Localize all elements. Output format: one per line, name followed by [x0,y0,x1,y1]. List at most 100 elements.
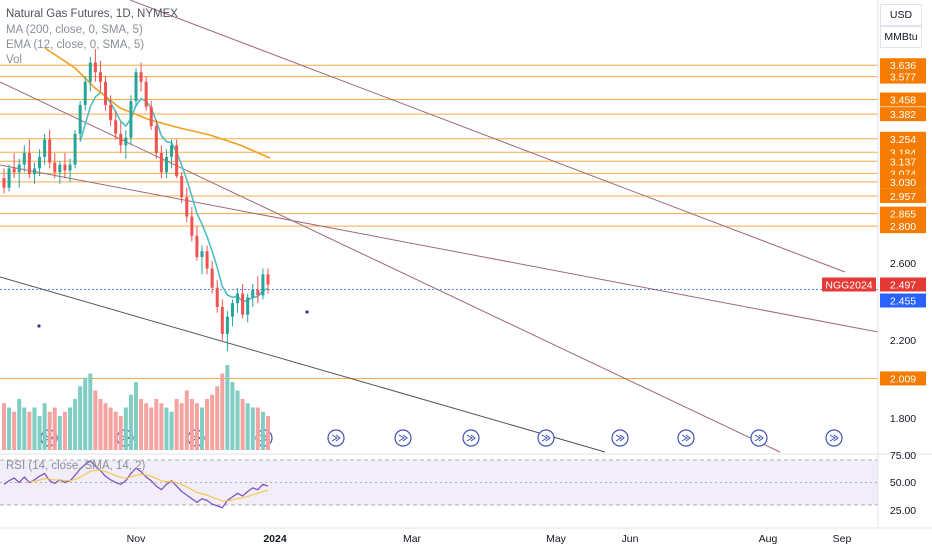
candle-body-26 [134,72,138,102]
level-label-bg-6 [880,154,926,169]
candle-body-14 [73,133,77,165]
level-label-6: 3.137 [890,156,916,168]
level-label-bg-3 [880,107,926,122]
volume-bar-41 [210,394,215,450]
volume-bar-31 [159,403,164,450]
volume-bar-22 [113,411,118,450]
time-tick-label: Nov [127,533,146,545]
candle-body-50 [256,289,260,296]
volume-bar-28 [144,403,149,450]
candle-body-30 [154,126,158,154]
candle-body-35 [180,176,184,198]
current-price-bg [880,277,926,292]
volume-bar-20 [103,403,108,450]
level-label-bg-4 [880,131,926,146]
candle-body-42 [215,287,219,308]
candle-body-41 [210,268,214,288]
candle-body-18 [93,62,97,73]
volume-bar-33 [169,411,174,450]
candle-body-27 [139,72,143,82]
candle-body-38 [195,235,199,257]
event-icon [466,434,476,442]
candle-body-4 [22,153,26,165]
candle-body-22 [114,120,118,134]
level-label-0: 3.636 [890,60,916,72]
candle-body-47 [241,293,245,315]
volume-bar-16 [83,377,88,450]
volume-bar-43 [220,373,225,450]
price-tick-label: 2.600 [890,258,916,270]
level-label-bg-12 [880,371,926,386]
candle-body-31 [159,153,163,173]
rsi-sma-line [29,469,269,502]
volume-bar-39 [200,407,204,450]
level-label-8: 3.030 [890,177,916,189]
volume-bar-8 [42,403,47,450]
rsi-legend: RSI (14, close, SMA, 14, 2) [6,460,146,472]
volume-bar-47 [240,399,245,450]
ema-legend: EMA (12, close, 0, SMA, 5) [6,39,145,51]
vol-legend: Vol [6,54,22,66]
level-label-11: 2.800 [890,221,916,233]
trendline-upper [129,0,846,273]
candle-body-15 [78,104,82,134]
candle-body-20 [104,81,108,105]
event-icon [829,434,839,442]
candle-body-2 [12,168,16,173]
level-label-1: 3.577 [890,72,916,84]
marker-dot [305,310,309,314]
trendline-support [0,276,606,453]
ma-legend: MA (200, close, 0, SMA, 5) [6,24,143,36]
level-label-bg-10 [880,206,926,221]
volume-bar-6 [32,407,37,450]
event-icon [541,434,551,442]
time-tick-label: May [546,533,567,545]
rsi-line [3,460,269,509]
level-label-10: 2.865 [890,209,916,221]
candle-body-39 [200,251,204,257]
marker-dot [37,324,41,328]
candle-body-46 [236,293,240,304]
unit-button[interactable]: MMBtu [880,26,922,48]
volume-bar-36 [184,390,189,450]
candle-body-37 [190,216,194,236]
volume-bar-32 [164,407,169,450]
volume-bar-48 [245,403,250,450]
level-label-2: 3.458 [890,95,916,107]
volume-bar-0 [2,403,6,450]
volume-bar-19 [98,399,103,450]
volume-bar-10 [52,407,57,450]
candle-body-49 [251,289,255,298]
trendline-mid [0,164,879,333]
candle-body-9 [48,139,52,163]
volume-bar-7 [37,416,42,450]
ticker-badge: NGG2024 [825,280,872,292]
volume-bar-46 [235,390,240,450]
volume-bar-21 [108,407,113,450]
rsi-tick-label: 25.00 [890,505,916,517]
currency-button[interactable]: USD [880,4,922,26]
level-label-12: 2.009 [890,373,916,385]
volume-bar-52 [266,416,270,450]
candle-body-5 [27,153,31,175]
volume-bar-34 [174,399,179,450]
trendline-steep [0,81,781,453]
time-tick-label: Jun [622,533,639,545]
volume-bar-50 [255,407,260,450]
candle-body-16 [83,81,87,105]
event-icon [750,429,768,447]
candle-body-19 [98,72,102,82]
volume-bar-23 [118,416,123,450]
candle-body-45 [230,303,234,317]
level-label-bg-1 [880,69,926,84]
volume-bar-27 [139,399,144,450]
volume-bar-26 [134,382,138,450]
rsi-tick-label: 50.00 [890,477,916,489]
candle-body-43 [220,307,224,334]
volume-bar-49 [250,407,255,450]
volume-bar-13 [68,407,72,450]
candle-body-34 [175,145,179,177]
time-tick-label: Sep [833,533,852,545]
candle-body-13 [68,164,72,171]
